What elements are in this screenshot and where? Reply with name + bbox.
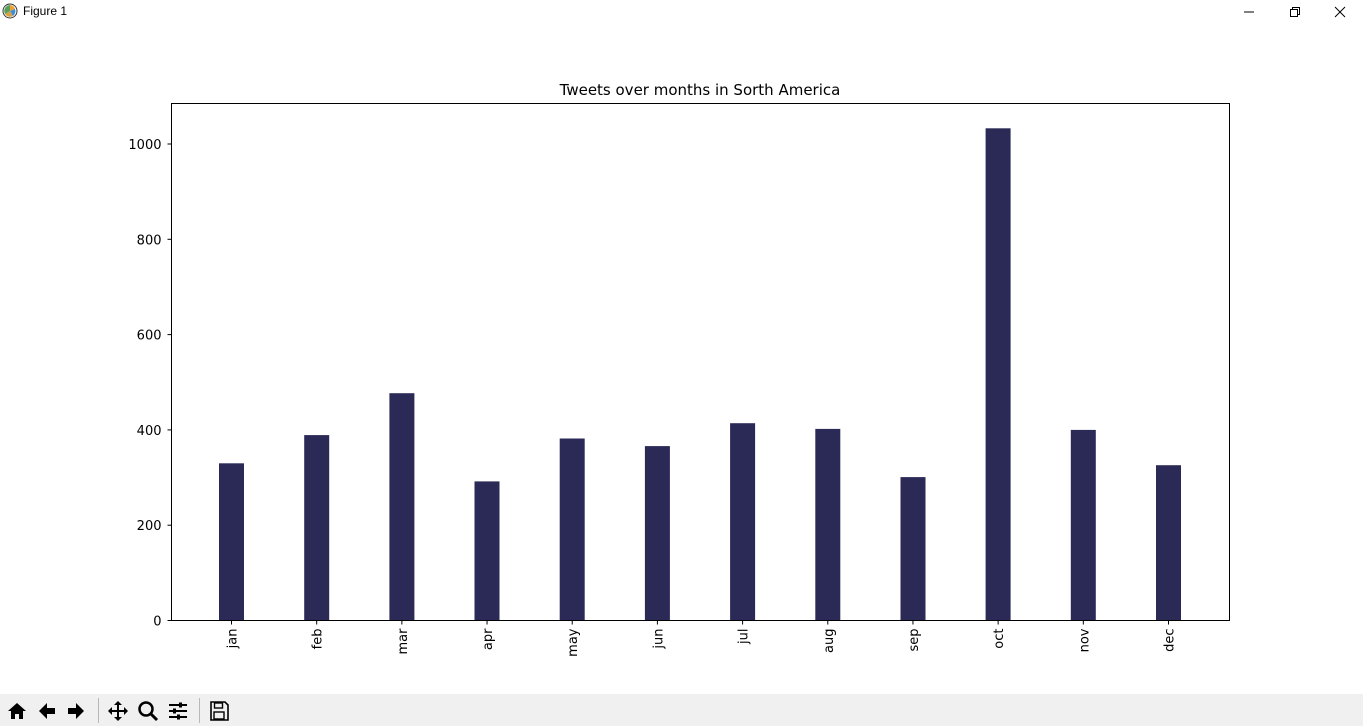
home-icon (7, 702, 26, 719)
maximize-icon (1290, 7, 1300, 17)
x-tick-label: dec (1163, 629, 1178, 652)
forward-arrow-icon (67, 702, 84, 719)
window-title: Figure 1 (23, 4, 68, 18)
maximize-button[interactable] (1272, 0, 1318, 24)
minimize-icon (1244, 11, 1254, 13)
x-tick-label: nov (1077, 628, 1092, 652)
x-tick-label: feb (311, 629, 326, 650)
bar-nov (1070, 429, 1096, 621)
x-tick-label: mar (396, 628, 411, 655)
y-tick-label: 1000 (128, 138, 161, 153)
navigation-toolbar (0, 694, 1363, 726)
bar-jul (730, 423, 756, 621)
x-tick-label: jan (226, 629, 241, 650)
y-tick-label: 0 (153, 615, 161, 630)
bar-aug (815, 428, 841, 621)
bar-feb (304, 435, 330, 621)
zoom-icon (137, 700, 158, 721)
zoom-button[interactable] (134, 697, 161, 724)
toolbar-separator (98, 698, 99, 723)
x-tick-label: jun (651, 629, 666, 650)
close-button[interactable] (1317, 0, 1363, 24)
bar-apr (474, 481, 500, 621)
x-tick-label: jul (737, 629, 752, 645)
subplots-icon (168, 702, 187, 719)
save-button[interactable] (205, 697, 232, 724)
pan-icon (107, 700, 128, 721)
bar-mar (389, 393, 415, 621)
back-arrow-icon (38, 702, 55, 719)
y-tick-label: 800 (137, 233, 162, 248)
x-tick-label: oct (992, 629, 1007, 649)
back-button[interactable] (33, 697, 60, 724)
bar-sep (900, 477, 926, 621)
minimize-button[interactable] (1226, 0, 1272, 24)
bar-jun (644, 446, 670, 621)
x-tick-label: aug (822, 629, 837, 653)
bar-dec (1156, 465, 1181, 621)
plot-frame (171, 103, 1230, 621)
figure-canvas[interactable]: Tweets over months in Sorth America 0 200… (0, 24, 1363, 694)
home-button[interactable] (3, 697, 30, 724)
pan-button[interactable] (104, 697, 131, 724)
bar-oct (985, 128, 1011, 621)
y-tick-label: 600 (137, 329, 162, 344)
toolbar-separator (199, 698, 200, 723)
forward-button[interactable] (62, 697, 89, 724)
x-tick-label: sep (907, 629, 922, 652)
y-tick-label: 200 (137, 519, 162, 534)
window-titlebar: Figure 1 (0, 0, 1363, 24)
chart-title: Tweets over months in Sorth America (559, 81, 841, 99)
save-icon (209, 700, 229, 721)
subplots-button[interactable] (164, 697, 191, 724)
y-tick-label: 400 (137, 424, 162, 439)
matplotlib-logo-icon (2, 3, 18, 19)
bar-jan (219, 463, 244, 621)
bar-may (559, 438, 585, 621)
bar-chart: Tweets over months in Sorth America 0 200… (128, 81, 1230, 657)
close-icon (1334, 6, 1346, 18)
x-tick-label: apr (481, 628, 496, 650)
x-tick-label: may (566, 628, 581, 657)
